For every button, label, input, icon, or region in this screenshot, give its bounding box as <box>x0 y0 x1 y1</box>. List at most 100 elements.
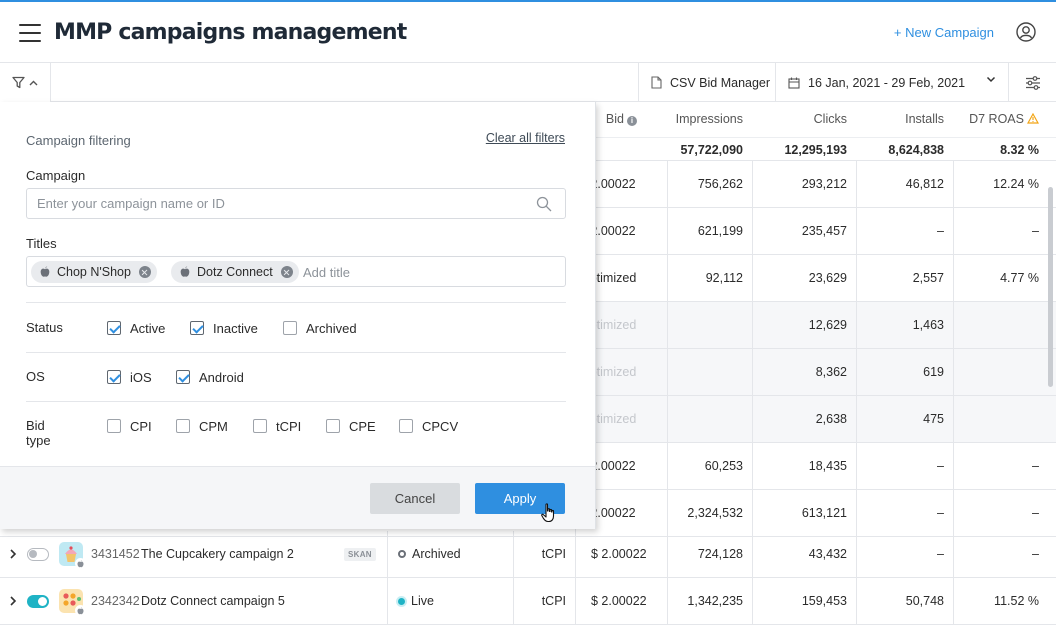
csv-bid-manager-label: CSV Bid Manager <box>670 75 771 90</box>
d7-roas-cell: – <box>953 531 1048 578</box>
status-filter-label: Status <box>26 320 63 335</box>
total-impressions: 57,722,090 <box>680 143 743 157</box>
info-icon[interactable]: i <box>627 116 637 126</box>
live-status-icon <box>398 598 405 605</box>
hand-pointer-cursor-icon <box>541 503 555 523</box>
d7-roas-cell: 4.77 % <box>953 255 1048 302</box>
campaign-id: 3431452 <box>91 547 140 561</box>
table-row[interactable]: 3431452 The Cupcakery campaign 2 SKAN Ar… <box>0 531 1056 578</box>
campaign-cell: 2342342 Dotz Connect campaign 5 <box>0 578 387 625</box>
apply-button[interactable]: Apply <box>475 483 565 514</box>
totals-row: 57,722,090 12,295,193 8,624,838 8.32 % <box>596 137 1056 161</box>
campaign-filter-label: Campaign <box>26 168 86 183</box>
column-header-impressions[interactable]: Impressions <box>675 112 743 126</box>
impressions-cell: 756,262 <box>667 161 752 208</box>
d7-roas-cell <box>953 349 1048 396</box>
campaign-name[interactable]: Dotz Connect campaign 5 <box>141 594 285 608</box>
new-campaign-button[interactable]: + New Campaign <box>893 25 994 40</box>
impressions-cell: 60,253 <box>667 443 752 490</box>
apple-icon <box>75 558 86 569</box>
impressions-cell <box>667 396 752 443</box>
d7-roas-cell: – <box>953 208 1048 255</box>
toolbar: CSV Bid Manager 16 Jan, 2021 - 29 Feb, 2… <box>0 63 1056 103</box>
title-chip: Dotz Connect <box>171 261 299 283</box>
column-header-installs[interactable]: Installs <box>905 112 944 126</box>
campaign-search-box <box>26 188 566 219</box>
remove-chip-icon[interactable] <box>138 266 151 278</box>
column-header-clicks[interactable]: Clicks <box>813 112 847 126</box>
column-settings-button[interactable] <box>1008 63 1056 102</box>
campaign-toggle[interactable] <box>27 595 49 608</box>
campaign-toggle[interactable] <box>27 548 49 561</box>
search-icon[interactable] <box>536 196 552 212</box>
os-filter-label: OS <box>26 369 45 384</box>
bid-type-cpcv-checkbox[interactable]: CPCV <box>399 416 458 436</box>
csv-bid-manager-button[interactable]: CSV Bid Manager <box>638 63 775 102</box>
bid-cell: $ 2.00022 <box>575 531 667 578</box>
filter-panel-footer: Cancel Apply <box>0 466 595 529</box>
bid-type-cell: tCPI <box>513 531 575 578</box>
installs-cell: 619 <box>856 349 953 396</box>
impressions-cell: 2,324,532 <box>667 490 752 537</box>
bid-type-cpe-checkbox[interactable]: CPE <box>326 416 376 436</box>
bid-cell: $ 2.00022 <box>575 578 667 625</box>
clicks-cell: 23,629 <box>752 255 856 302</box>
column-header-d7-roas[interactable]: D7 ROAS <box>953 102 1048 137</box>
dotz-app-icon <box>59 589 86 616</box>
clear-all-filters-link[interactable]: Clear all filters <box>485 131 565 145</box>
cupcake-app-icon <box>59 542 86 569</box>
date-range-picker[interactable]: 16 Jan, 2021 - 29 Feb, 2021 <box>775 63 1008 102</box>
warning-icon <box>1027 113 1039 124</box>
clicks-cell: 293,212 <box>752 161 856 208</box>
table-row[interactable]: 2342342 Dotz Connect campaign 5 Live tCP… <box>0 578 1056 625</box>
clicks-cell: 12,629 <box>752 302 856 349</box>
remove-chip-icon[interactable] <box>280 266 293 278</box>
titles-filter-label: Titles <box>26 236 57 251</box>
installs-cell: 2,557 <box>856 255 953 302</box>
os-ios-checkbox[interactable]: iOS <box>107 367 152 387</box>
apple-icon <box>75 605 86 616</box>
filter-panel: Campaign filtering Clear all filters Cam… <box>0 102 596 529</box>
filter-icon <box>12 76 25 89</box>
clicks-cell: 43,432 <box>752 531 856 578</box>
clicks-cell: 235,457 <box>752 208 856 255</box>
divider <box>26 302 566 303</box>
impressions-cell <box>667 349 752 396</box>
bid-type-filter-label: Bid type <box>26 418 51 448</box>
campaign-name[interactable]: The Cupcakery campaign 2 <box>141 547 294 561</box>
d7-roas-cell <box>953 302 1048 349</box>
title-chip: Chop N'Shop <box>31 261 157 283</box>
campaign-search-input[interactable] <box>27 189 517 218</box>
divider <box>26 352 566 353</box>
apple-icon <box>40 266 50 277</box>
status-inactive-checkbox[interactable]: Inactive <box>190 318 258 338</box>
bid-type-cpi-checkbox[interactable]: CPI <box>107 416 152 436</box>
installs-cell: 50,748 <box>856 578 953 625</box>
installs-cell: – <box>856 443 953 490</box>
status-active-checkbox[interactable]: Active <box>107 318 165 338</box>
impressions-cell: 724,128 <box>667 531 752 578</box>
impressions-cell: 621,199 <box>667 208 752 255</box>
vertical-scrollbar[interactable] <box>1048 187 1053 387</box>
filter-toggle-button[interactable] <box>0 63 51 103</box>
os-android-checkbox[interactable]: Android <box>176 367 244 387</box>
status-archived-checkbox[interactable]: Archived <box>283 318 357 338</box>
app-header: MMP campaigns management + New Campaign <box>0 2 1056 63</box>
installs-cell: – <box>856 208 953 255</box>
user-avatar-icon[interactable] <box>1016 22 1036 42</box>
bid-type-cpm-checkbox[interactable]: CPM <box>176 416 228 436</box>
hamburger-menu-icon[interactable] <box>19 24 41 42</box>
clicks-cell: 18,435 <box>752 443 856 490</box>
chevron-right-icon[interactable] <box>8 548 18 560</box>
d7-roas-cell: 12.24 % <box>953 161 1048 208</box>
add-title-input[interactable] <box>303 261 503 283</box>
title-chip-label: Dotz Connect <box>197 265 273 279</box>
document-icon <box>651 76 662 89</box>
cancel-button[interactable]: Cancel <box>370 483 460 514</box>
column-header-bid[interactable]: Bid i <box>596 102 646 137</box>
installs-cell: 1,463 <box>856 302 953 349</box>
bid-type-cell: tCPI <box>513 578 575 625</box>
bid-type-tcpi-checkbox[interactable]: tCPI <box>253 416 301 436</box>
top-accent-line <box>0 0 1056 2</box>
chevron-right-icon[interactable] <box>8 595 18 607</box>
